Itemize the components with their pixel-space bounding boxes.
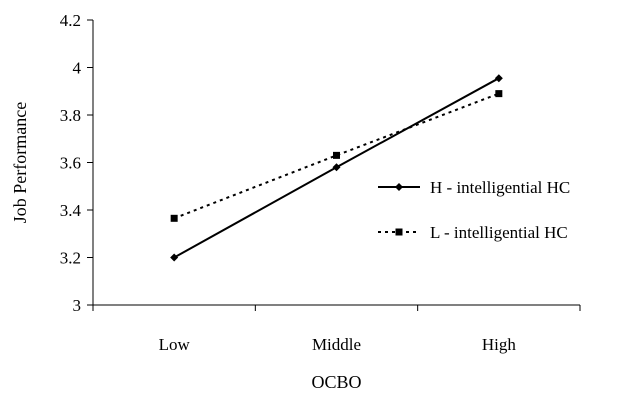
x-tick-label: Middle bbox=[312, 335, 361, 354]
y-tick-label: 3.6 bbox=[60, 154, 81, 173]
data-point-marker bbox=[170, 253, 179, 262]
data-point-marker bbox=[170, 214, 178, 222]
x-tick-label: High bbox=[482, 335, 517, 354]
legend: H - intelligential HC L - intelligential … bbox=[378, 178, 570, 242]
x-tick-label: Low bbox=[159, 335, 191, 354]
y-tick-label: 4 bbox=[73, 59, 82, 78]
data-point-marker bbox=[333, 151, 340, 159]
y-tick-label: 4.2 bbox=[60, 11, 81, 30]
legend-marker bbox=[395, 183, 403, 191]
series-h-intelligential-hc bbox=[170, 74, 503, 262]
y-axis-title: Job Performance bbox=[10, 102, 30, 223]
series-line bbox=[173, 92, 500, 220]
x-axis-title: OCBO bbox=[311, 372, 361, 392]
data-point-marker bbox=[332, 163, 341, 172]
y-tick-label: 3.8 bbox=[60, 106, 81, 125]
legend-entry: H - intelligential HC bbox=[378, 178, 570, 197]
legend-label: L - intelligential HC bbox=[430, 223, 568, 242]
y-tick-label: 3 bbox=[73, 296, 82, 315]
data-point-marker bbox=[495, 90, 503, 98]
legend-marker bbox=[395, 228, 403, 236]
data-point-marker bbox=[494, 74, 503, 83]
y-axis: 3 3.2 3.4 3.6 3.8 4 4.2 bbox=[60, 11, 94, 315]
legend-label: H - intelligential HC bbox=[430, 178, 570, 197]
y-tick-label: 3.2 bbox=[60, 249, 81, 268]
legend-entry: L - intelligential HC bbox=[378, 223, 568, 242]
x-axis: Low Middle High bbox=[92, 304, 581, 354]
y-tick-label: 3.4 bbox=[60, 201, 82, 220]
series-layer bbox=[170, 74, 503, 262]
series-l-intelligential-hc bbox=[170, 90, 503, 222]
